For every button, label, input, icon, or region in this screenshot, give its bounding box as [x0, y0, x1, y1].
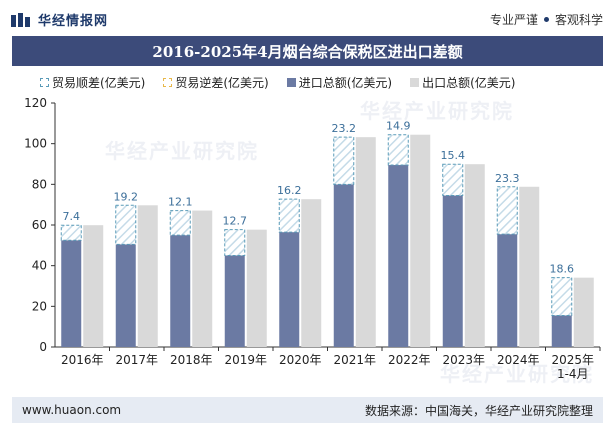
footer-website[interactable]: www.huaon.com: [22, 403, 122, 417]
x-tick-label: 2020年: [279, 353, 322, 367]
import-bar: [497, 234, 518, 347]
x-tick-label: 2023年: [442, 353, 485, 367]
y-tick-label: 40: [32, 259, 47, 273]
bars: [60, 134, 594, 347]
x-tick-label: 2018年: [170, 353, 213, 367]
y-tick-label: 20: [32, 299, 47, 313]
slogan-dot-icon: [543, 17, 549, 22]
slogan: 专业严谨 客观科学: [490, 11, 603, 28]
surplus-data-label: 18.6: [550, 263, 575, 276]
legend-item-deficit: 贸易逆差(亿美元): [163, 74, 269, 91]
import-bar: [61, 240, 82, 347]
export-bar: [355, 137, 376, 347]
brand-name: 华经情报网: [38, 14, 109, 29]
surplus-data-label: 15.4: [441, 149, 466, 162]
import-bar: [388, 165, 409, 347]
brand-logo-icon: [11, 12, 30, 27]
import-bar: [551, 315, 572, 347]
surplus-bar: [442, 163, 464, 197]
export-bar: [410, 134, 431, 347]
export-bar: [301, 199, 322, 347]
legend-swatch-export: [410, 78, 420, 87]
surplus-data-label: 23.2: [332, 122, 357, 135]
x-tick-label: 2025年: [551, 353, 594, 367]
import-bar: [115, 244, 136, 347]
top-bar: 华经情报网 专业严谨 客观科学: [0, 0, 615, 36]
footer: www.huaon.com 数据来源：中国海关，华经产业研究院整理: [12, 397, 603, 423]
legend-swatch-import: [286, 78, 296, 87]
export-bar: [573, 277, 594, 347]
y-tick-label: 0: [39, 340, 47, 354]
surplus-bar: [333, 136, 355, 185]
x-tick-label: 2019年: [224, 353, 267, 367]
legend-swatch-surplus: [40, 78, 49, 87]
surplus-bar: [169, 210, 191, 236]
import-bar: [333, 184, 354, 347]
surplus-data-label: 14.9: [386, 120, 411, 133]
legend-label-import: 进口总额(亿美元): [298, 76, 393, 90]
import-bar: [224, 255, 245, 347]
surplus-data-label: 19.2: [114, 190, 139, 203]
import-bar: [442, 195, 463, 347]
import-bar: [279, 232, 300, 347]
labels: 7.4 2016年 19.2 2017年 12.1 2018年 12.7 2019年 16.2 2…: [61, 120, 594, 381]
surplus-data-label: 12.1: [168, 196, 193, 209]
slogan-left: 专业严谨: [489, 13, 538, 27]
surplus-data-label: 23.3: [495, 172, 520, 185]
export-bar: [464, 164, 485, 347]
footer-source: 数据来源：中国海关，华经产业研究院整理: [364, 403, 593, 418]
slogan-right: 客观科学: [554, 13, 603, 27]
x-tick-label: 1-4月: [557, 367, 589, 381]
y-tick-label: 60: [32, 218, 47, 232]
legend-item-export: 出口总额(亿美元): [410, 74, 516, 91]
x-tick-label: 2016年: [61, 353, 104, 367]
surplus-data-label: 7.4: [63, 210, 81, 223]
y-tick-label: 100: [24, 137, 47, 151]
surplus-bar: [60, 224, 82, 241]
export-bar: [137, 205, 158, 347]
surplus-bar: [387, 134, 409, 166]
legend-item-surplus: 贸易顺差(亿美元): [40, 74, 145, 91]
legend-label-surplus: 贸易顺差(亿美元): [52, 76, 146, 90]
brand-logo: 华经情报网: [10, 10, 108, 29]
x-tick-label: 2022年: [388, 353, 431, 367]
chart-title: 2016-2025年4月烟台综合保税区进出口差额: [12, 36, 603, 66]
y-tick-label: 120: [24, 96, 47, 110]
surplus-data-label: 16.2: [277, 184, 302, 197]
surplus-bar: [224, 229, 246, 256]
surplus-data-label: 12.7: [223, 215, 248, 228]
legend-label-deficit: 贸易逆差(亿美元): [175, 76, 269, 90]
x-tick-label: 2021年: [333, 353, 376, 367]
surplus-bar: [278, 198, 300, 233]
x-tick-label: 2024年: [497, 353, 540, 367]
x-tick-label: 2017年: [115, 353, 158, 367]
legend-label-export: 出口总额(亿美元): [422, 76, 516, 90]
legend-swatch-deficit: [163, 78, 173, 87]
import-bar: [170, 235, 191, 347]
legend-item-import: 进口总额(亿美元): [286, 74, 393, 91]
export-bar: [519, 186, 540, 347]
surplus-bar: [496, 186, 518, 235]
export-bar: [246, 229, 267, 347]
export-bar: [192, 210, 213, 347]
surplus-bar: [551, 277, 573, 316]
y-tick-label: 80: [32, 177, 47, 191]
chart-legend: 贸易顺差(亿美元) 贸易逆差(亿美元) 进口总额(亿美元) 出口总额(亿美元): [40, 74, 516, 91]
surplus-bar: [115, 204, 137, 245]
export-bar: [83, 225, 104, 347]
